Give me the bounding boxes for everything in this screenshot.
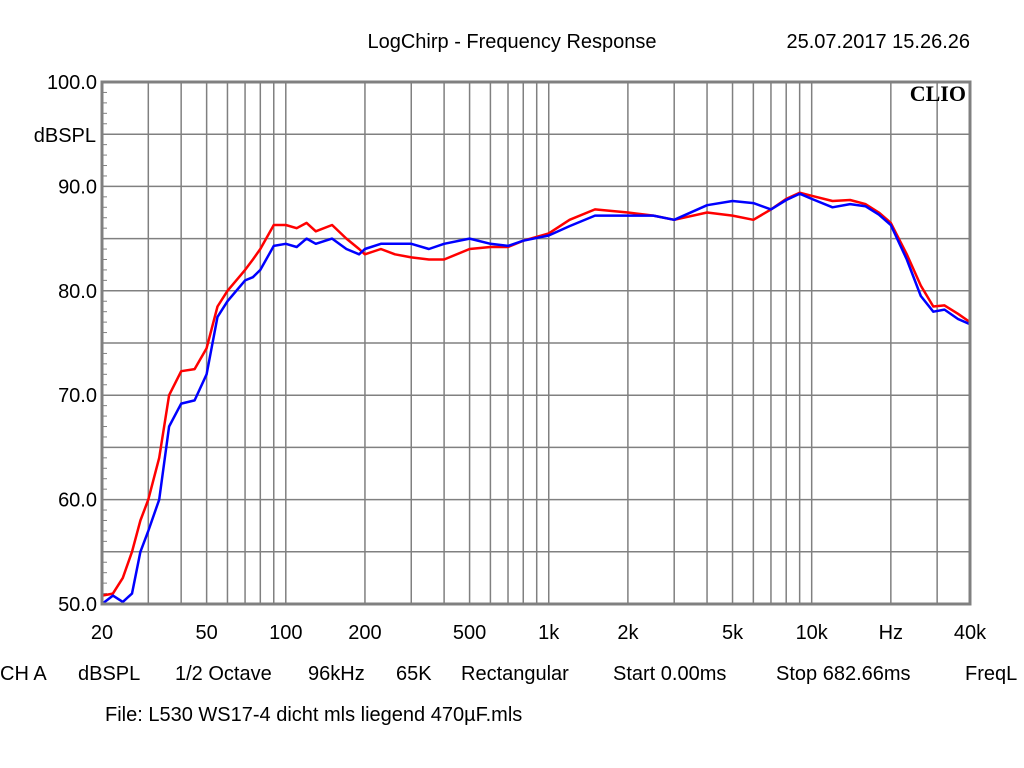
setting-item: Stop 682.66ms — [776, 663, 911, 685]
setting-item: 1/2 Octave — [175, 663, 272, 685]
series-group — [101, 191, 971, 605]
setting-item: CH A — [0, 663, 47, 685]
setting-item: dBSPL — [78, 663, 140, 685]
x-tick-labels: 20 50 100 200 500 1k 2k 5k 10k Hz 40k — [91, 622, 987, 644]
x-tick-label: 10k — [796, 622, 829, 644]
setting-item: 65K — [396, 663, 432, 685]
x-tick-label: 200 — [348, 622, 381, 644]
x-tick-label: 100 — [269, 622, 302, 644]
setting-item: Start 0.00ms — [613, 663, 726, 685]
y-tick-label: 70.0 — [58, 385, 97, 407]
y-tick-labels: 100.0 90.0 80.0 70.0 60.0 50.0 — [47, 72, 97, 616]
series-line-red — [101, 191, 971, 597]
x-tick-label: 1k — [538, 622, 560, 644]
y-tick-label: 50.0 — [58, 594, 97, 616]
x-tick-label: 20 — [91, 622, 113, 644]
file-name: File: L530 WS17-4 dicht mls liegend 470µ… — [105, 704, 522, 726]
setting-item: FreqL — [965, 663, 1017, 685]
y-tick-label: 60.0 — [58, 490, 97, 512]
plot-frame — [100, 80, 972, 606]
timestamp: 25.07.2017 15.26.26 — [786, 31, 970, 53]
x-tick-label: 50 — [196, 622, 218, 644]
grid — [102, 82, 970, 604]
y-tick-label: 80.0 — [58, 281, 97, 303]
x-tick-label: 500 — [453, 622, 486, 644]
x-tick-label: 5k — [722, 622, 744, 644]
setting-item: Rectangular — [461, 663, 569, 685]
y-tick-label: 90.0 — [58, 176, 97, 198]
chart-title: LogChirp - Frequency Response — [367, 31, 656, 53]
x-tick-label: Hz — [879, 622, 903, 644]
y-tick-label: 100.0 — [47, 72, 97, 94]
y-axis-label: dBSPL — [34, 125, 96, 147]
setting-item: 96kHz — [308, 663, 365, 685]
measurement-settings: CH A dBSPL 1/2 Octave 96kHz 65K Rectangular St… — [0, 663, 1017, 685]
x-tick-label: 2k — [617, 622, 639, 644]
x-tick-label: 40k — [954, 622, 987, 644]
clio-logo: CLIO — [910, 81, 966, 106]
series-line-blue — [101, 192, 971, 605]
